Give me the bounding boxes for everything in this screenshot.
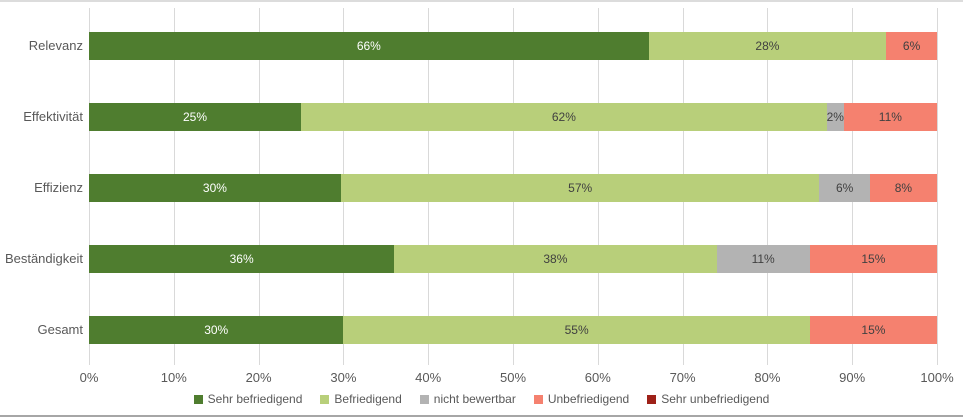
segment-value-label: 30% — [202, 181, 227, 195]
x-axis-tick: 100% — [920, 370, 954, 385]
x-axis-tick: 90% — [839, 370, 866, 385]
legend-item: Befriedigend — [320, 392, 402, 406]
gridline — [937, 8, 938, 365]
bar-row: 36% 38% 11% 15% — [89, 245, 937, 273]
x-axis-tick: 80% — [754, 370, 781, 385]
bar-segment: 11% — [716, 245, 810, 273]
legend-item: Sehr unbefriedigend — [647, 392, 769, 406]
bar-row: 30% 57% 6% 8% — [89, 174, 937, 202]
segment-value-label: 15% — [861, 252, 886, 266]
bar-segment: 62% — [301, 103, 827, 131]
category-label: Effektivität — [23, 109, 83, 124]
bar-segment: 2% — [827, 103, 844, 131]
legend-item: Sehr befriedigend — [193, 392, 303, 406]
segment-value-label: 2% — [826, 110, 844, 124]
legend-label: nicht bewertbar — [433, 392, 516, 406]
legend-label: Sehr befriedigend — [207, 392, 303, 406]
bar-segment: 15% — [809, 245, 937, 273]
legend-swatch-icon — [193, 394, 203, 404]
bar-segment: 28% — [648, 32, 887, 60]
legend-swatch-icon — [533, 394, 543, 404]
x-axis-tick: 20% — [245, 370, 272, 385]
bar-row: 66% 28% 6% — [89, 32, 937, 60]
legend-swatch-icon — [419, 394, 429, 404]
legend-label: Befriedigend — [334, 392, 402, 406]
segment-value-label: 6% — [835, 181, 854, 195]
bar-segment: 15% — [809, 316, 938, 344]
segment-value-label: 28% — [755, 39, 780, 53]
bar-segment: 25% — [89, 103, 301, 131]
segment-value-label: 11% — [878, 110, 902, 124]
bar-segment: 55% — [343, 316, 810, 344]
x-axis-tick: 50% — [499, 370, 527, 385]
legend-item: nicht bewertbar — [419, 392, 516, 406]
category-label: Relevanz — [28, 38, 83, 53]
x-axis-tick: 0% — [79, 370, 99, 385]
segment-value-label: 57% — [568, 181, 593, 195]
bar-segment: 38% — [394, 245, 717, 273]
legend: Sehr befriedigend Befriedigend nicht bewer… — [0, 392, 963, 406]
x-axis-tick: 40% — [415, 370, 442, 385]
bar-row: 25% 62% 2% 11% — [89, 103, 937, 131]
legend-label: Unbefriedigend — [547, 392, 630, 406]
segment-value-label: 11% — [751, 252, 775, 266]
bar-segment: 6% — [819, 174, 870, 202]
x-axis-tick: 60% — [584, 370, 611, 385]
x-axis-tick: 70% — [669, 370, 696, 385]
plot-area: 66% 28% 6% 25% 62% 2% 11% 30% 57% 6% 8% 36% 38% 11% 15… — [89, 8, 938, 365]
x-axis-tick: 30% — [330, 370, 357, 385]
legend-item: Unbefriedigend — [533, 392, 630, 406]
segment-value-label: 36% — [229, 252, 254, 266]
segment-value-label: 55% — [564, 323, 589, 337]
segment-value-label: 25% — [182, 110, 208, 124]
legend-swatch-icon — [320, 394, 330, 404]
bar-segment: 30% — [89, 316, 344, 344]
legend-label: Sehr unbefriedigend — [661, 392, 770, 406]
bar-segment: 30% — [89, 174, 341, 202]
bar-segment: 36% — [89, 245, 395, 273]
segment-value-label: 30% — [204, 323, 229, 337]
category-label: Effizienz — [34, 180, 83, 195]
segment-value-label: 66% — [356, 39, 381, 53]
bar-row: 30% 55% 15% — [89, 316, 938, 344]
bar-segment: 57% — [340, 174, 820, 202]
legend-swatch-icon — [647, 394, 657, 404]
bar-segment: 66% — [89, 32, 649, 60]
segment-value-label: 6% — [902, 39, 921, 53]
segment-value-label: 62% — [551, 110, 576, 124]
x-axis-tick: 10% — [160, 370, 187, 385]
segment-value-label: 8% — [894, 181, 913, 195]
segment-value-label: 38% — [543, 252, 568, 266]
bar-segment: 6% — [886, 32, 937, 60]
segment-value-label: 15% — [861, 323, 886, 337]
category-label: Gesamt — [37, 322, 83, 337]
bar-segment: 8% — [869, 174, 937, 202]
category-label: Beständigkeit — [4, 251, 83, 266]
bar-segment: 11% — [843, 103, 937, 131]
